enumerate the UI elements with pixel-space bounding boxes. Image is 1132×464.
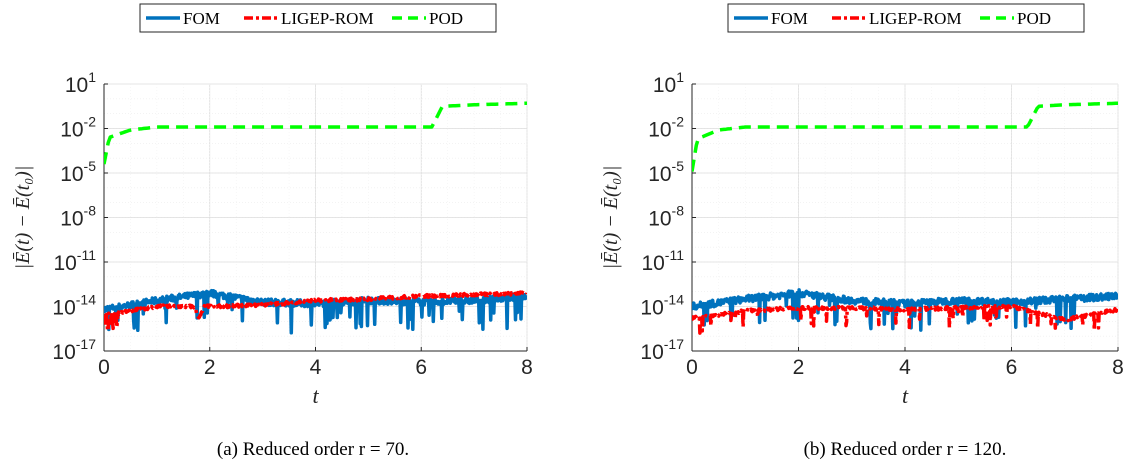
y-tick-label: 10-17 bbox=[640, 336, 684, 364]
figure-caption: (a) Reduced order r = 70. bbox=[217, 439, 409, 460]
y-tick-label: 10-8 bbox=[648, 203, 684, 231]
y-axis-label: |Ē(t) − Ē(t₀)| bbox=[600, 166, 622, 270]
x-tick-label: 8 bbox=[1112, 356, 1124, 379]
legend-label: POD bbox=[1017, 9, 1051, 28]
legend-label: LIGEP-ROM bbox=[281, 9, 374, 28]
chart-panel-b: 0 2 4 6 8 101 10-2 10-5 10-8 10-11 10-14 10-17 t |Ē(t… bbox=[600, 3, 1124, 460]
x-tick-label: 8 bbox=[521, 356, 533, 379]
y-tick-label: 10-5 bbox=[648, 158, 684, 186]
y-tick-label: 10-2 bbox=[60, 114, 96, 142]
series-line-pod bbox=[692, 101, 1118, 172]
x-axis-label: t bbox=[312, 383, 319, 408]
legend: FOM LIGEP-ROM POD bbox=[727, 3, 1085, 33]
y-tick-label: 10-14 bbox=[640, 292, 684, 320]
x-tick-label: 4 bbox=[310, 356, 322, 379]
legend-box bbox=[139, 3, 497, 33]
x-tick-label: 6 bbox=[415, 356, 427, 379]
legend-box bbox=[727, 3, 1085, 33]
x-tick-label: 0 bbox=[686, 356, 698, 379]
y-tick-label: 101 bbox=[65, 69, 96, 97]
y-tick-label: 10-11 bbox=[641, 247, 684, 275]
y-tick-label: 10-17 bbox=[52, 336, 96, 364]
y-axis-label: |Ē(t) − Ē(t₀)| bbox=[12, 166, 34, 270]
y-tick-label: 10-2 bbox=[648, 114, 684, 142]
y-tick-label: 10-5 bbox=[60, 158, 96, 186]
series-line-pod bbox=[104, 101, 527, 165]
legend-label: LIGEP-ROM bbox=[869, 9, 962, 28]
legend-label: POD bbox=[429, 9, 463, 28]
y-tick-label: 10-11 bbox=[53, 247, 96, 275]
x-tick-label: 0 bbox=[98, 356, 110, 379]
x-tick-label: 2 bbox=[204, 356, 216, 379]
legend-label: FOM bbox=[771, 9, 808, 28]
series-line-fom bbox=[104, 288, 527, 335]
x-tick-label: 2 bbox=[793, 356, 805, 379]
x-axis-label: t bbox=[902, 383, 909, 408]
figure-caption: (b) Reduced order r = 120. bbox=[804, 439, 1007, 460]
chart-panel-a: 0 2 4 6 8 101 10-2 10-5 10-8 10-11 10-14 10-17 t |Ē(t… bbox=[12, 3, 533, 460]
legend: FOM LIGEP-ROM POD bbox=[139, 3, 497, 33]
series-line-ligep-rom bbox=[692, 303, 1118, 335]
series-line-fom bbox=[692, 288, 1118, 332]
y-tick-label: 10-8 bbox=[60, 203, 96, 231]
x-tick-label: 6 bbox=[1006, 356, 1018, 379]
x-tick-label: 4 bbox=[899, 356, 911, 379]
legend-label: FOM bbox=[183, 9, 220, 28]
y-tick-label: 10-14 bbox=[52, 292, 96, 320]
series-line-ligep-rom bbox=[104, 290, 527, 333]
y-tick-label: 101 bbox=[653, 69, 684, 97]
